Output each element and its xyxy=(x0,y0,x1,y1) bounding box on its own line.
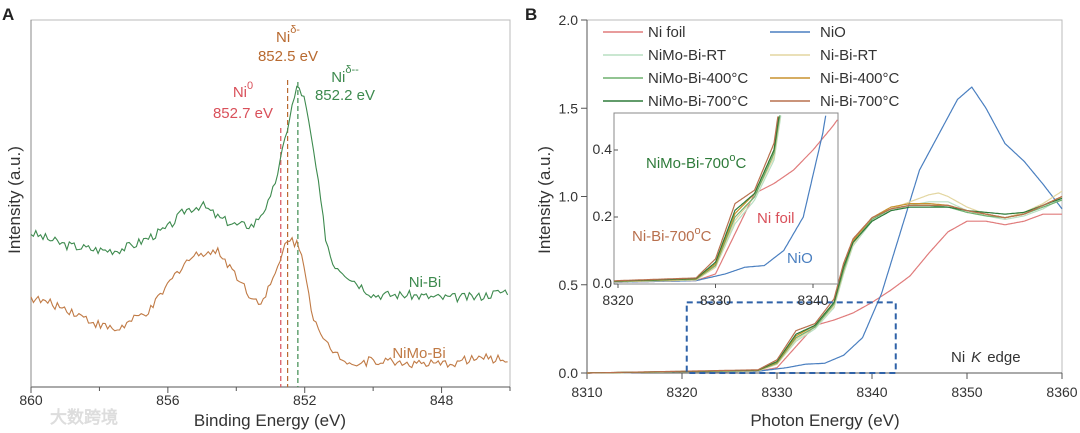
inset-label-nio: NiO xyxy=(787,250,813,267)
series-label-ni-bi: Ni-Bi xyxy=(409,274,442,291)
panel-b-x-label: Photon Energy (eV) xyxy=(750,411,899,430)
ni-delta-value: 852.5 eV xyxy=(258,48,318,65)
series-label-nimo-bi: NiMo-Bi xyxy=(392,345,445,362)
inset-y-tick-label: 0.2 xyxy=(593,208,613,224)
inset: 8320 8330 8340 0.0 0.2 0.4 NiMo-Bi-700oC Ni-B… xyxy=(593,112,839,308)
panel-b-label: B xyxy=(525,5,537,24)
inset-y-tick-label: 0.0 xyxy=(593,275,613,291)
legend: Ni foil NiO NiMo-Bi-RT Ni-Bi-RT NiMo-Bi-400°… xyxy=(603,24,900,110)
legend-label-ni-bi-rt: Ni-Bi-RT xyxy=(820,47,877,64)
legend-label-ni-foil: Ni foil xyxy=(648,24,686,41)
legend-label-nimo-bi-700c: NiMo-Bi-700°C xyxy=(648,93,748,110)
panel-b-x-tick-label: 8350 xyxy=(951,384,982,400)
series-nimo-bi xyxy=(30,236,508,369)
ni0-value: 852.7 eV xyxy=(213,105,273,122)
panel-a-x-tick-label: 852 xyxy=(293,392,317,408)
panel-b-x-tick-label: 8360 xyxy=(1046,384,1077,400)
inset-label-nimo-bi-700: NiMo-Bi-700oC xyxy=(646,152,746,172)
series-ni-bi xyxy=(30,85,509,304)
zoom-region-box xyxy=(685,301,897,374)
series-ni-bi-700c xyxy=(587,195,1063,374)
inset-x-tick-label: 8320 xyxy=(602,292,633,308)
ni-delta-label: Niδ- xyxy=(276,24,300,46)
panel-a-frame xyxy=(30,19,511,388)
panel-a-x-tick-label: 860 xyxy=(19,392,43,408)
panel-b-x-tick-label: 8310 xyxy=(571,384,602,400)
legend-label-nio: NiO xyxy=(820,24,846,41)
inset-label-ni-foil: Ni foil xyxy=(757,210,795,227)
panel-b-x-tick-label: 8330 xyxy=(761,384,792,400)
panel-b-x-tick-label: 8340 xyxy=(856,384,887,400)
panel-a: A 860 856 852 848 Binding Energy (eV) Inten… xyxy=(2,5,511,430)
legend-label-ni-bi-400c: Ni-Bi-400°C xyxy=(820,70,900,87)
inset-x-tick-label: 8330 xyxy=(700,292,731,308)
panel-a-x-tick-label: 848 xyxy=(430,392,454,408)
legend-label-nimo-bi-400c: NiMo-Bi-400°C xyxy=(648,70,748,87)
legend-label-nimo-bi-rt: NiMo-Bi-RT xyxy=(648,47,726,64)
inset-y-tick-label: 0.4 xyxy=(593,141,613,157)
inset-label-ni-bi-700: Ni-Bi-700oC xyxy=(632,225,712,245)
inset-x-tick-label: 8340 xyxy=(797,292,828,308)
panel-a-x-tick-label: 856 xyxy=(156,392,180,408)
panel-b-y-tick-label: 2.0 xyxy=(559,12,579,28)
panel-b-y-tick-label: 1.5 xyxy=(559,100,579,116)
panel-a-label: A xyxy=(2,5,14,24)
legend-label-ni-bi-700c: Ni-Bi-700°C xyxy=(820,93,900,110)
panel-b-y-tick-label: 0.5 xyxy=(559,277,579,293)
inset-frame xyxy=(613,112,839,285)
panel-a-x-label: Binding Energy (eV) xyxy=(194,411,346,430)
panel-a-y-label: Intensity (a.u.) xyxy=(5,146,24,254)
ni0-label: Ni0 xyxy=(233,80,253,101)
panel-b: B 8310 8320 8330 8340 8350 8360 0.0 0.5 1.0 1.5 2.… xyxy=(525,5,1078,430)
panel-b-x-tick-label: 8320 xyxy=(666,384,697,400)
ni-delta2-value: 852.2 eV xyxy=(315,87,375,104)
panel-b-y-tick-label: 1.0 xyxy=(559,189,579,205)
panel-b-y-tick-label: 0.0 xyxy=(559,365,579,381)
watermark-logo: 大数跨境 xyxy=(50,407,118,427)
ni-delta2-label: Niδ-- xyxy=(331,64,359,86)
panel-b-y-label: Intensity (a.u.) xyxy=(535,146,554,254)
inset-series-ni-bi-700c xyxy=(614,116,779,282)
